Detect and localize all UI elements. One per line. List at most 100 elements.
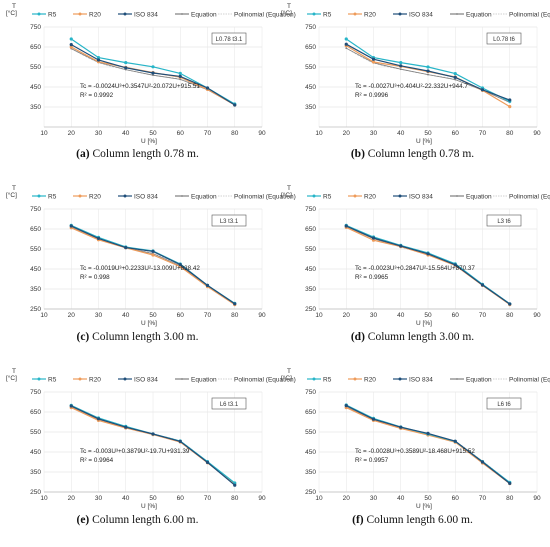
data-point: [399, 61, 403, 65]
data-point: [344, 42, 348, 46]
legend-label: Equation: [191, 376, 217, 383]
chart-svg: 250 350 450 550 650 750 10 20 30 40 50 60 70 80 90 T[°C…: [281, 185, 550, 327]
panel-letter: (f): [352, 514, 364, 526]
x-axis-label: U [%]: [416, 320, 432, 327]
data-point: [96, 58, 101, 62]
panel-id-label: L3 t6: [497, 219, 511, 225]
y-tick-label: 750: [30, 206, 41, 213]
legend-marker: [456, 195, 458, 197]
data-point: [508, 481, 512, 485]
x-tick-label: 50: [149, 130, 157, 137]
panel-letter: (c): [76, 331, 90, 343]
data-point: [151, 432, 155, 436]
y-tick-label: 450: [30, 449, 41, 456]
data-point: [69, 37, 73, 41]
x-tick-label: 90: [258, 312, 266, 319]
y-tick-label: 350: [30, 469, 41, 476]
data-point: [69, 45, 73, 49]
panel-caption-text: Column length 3.00 m.: [89, 331, 199, 343]
legend-label: R5: [323, 193, 332, 200]
x-tick-label: 50: [149, 495, 157, 502]
data-point: [480, 88, 485, 92]
data-point: [453, 72, 457, 76]
y-tick-label: 550: [30, 246, 41, 253]
legend-label: Polinomial (Equation): [509, 193, 550, 200]
legend-marker: [123, 377, 127, 381]
legend-label: Polinomial (Equation): [234, 11, 296, 18]
data-point: [399, 244, 403, 248]
legend-label: ISO 834: [134, 376, 158, 383]
x-tick-label: 50: [424, 312, 432, 319]
data-point: [426, 252, 430, 256]
y-tick-label: 350: [305, 286, 316, 293]
legend-label: R5: [323, 11, 332, 18]
legend-label: R20: [364, 376, 376, 383]
legend-label: R20: [364, 193, 376, 200]
y-tick-label: 650: [305, 44, 316, 51]
legend-marker: [181, 195, 183, 197]
x-tick-label: 80: [506, 495, 514, 502]
x-tick-label: 30: [95, 312, 103, 319]
legend-label: Equation: [191, 11, 217, 18]
x-axis-label: U [%]: [141, 503, 157, 510]
x-tick-label: 60: [452, 495, 460, 502]
x-tick-label: 60: [177, 312, 185, 319]
data-point: [233, 103, 237, 107]
chart-panel: 250 350 450 550 650 750 10 20 30 40 50 60 70 80 90 T [°C…: [275, 182, 550, 340]
data-point: [371, 417, 376, 421]
legend-label: Polinomial (Equation): [509, 376, 550, 383]
x-axis-label: U [%]: [141, 320, 157, 327]
data-point: [399, 64, 403, 68]
x-tick-label: 20: [68, 130, 76, 137]
x-tick-label: 20: [68, 495, 76, 502]
panel-caption: (a) Column length 0.78 m.: [0, 148, 275, 160]
x-tick-label: 40: [397, 495, 405, 502]
data-point: [205, 283, 210, 287]
data-point: [454, 78, 457, 81]
legend-label: ISO 834: [409, 376, 433, 383]
chart-panel: 250 350 450 550 650 750 10 20 30 40 50 60 70 80 90 T [°C…: [0, 365, 296, 523]
data-point: [69, 43, 73, 47]
x-tick-label: 60: [177, 130, 185, 137]
panel-id-label: L6 t6: [497, 402, 511, 408]
y-axis-label: T: [287, 3, 291, 10]
panel-id-box: [486, 397, 522, 410]
data-point: [344, 224, 348, 228]
r-squared-text: R² = 0.9965: [355, 274, 389, 281]
data-point: [178, 439, 182, 443]
y-tick-label: 650: [30, 44, 41, 51]
data-point: [508, 105, 512, 109]
x-tick-label: 60: [452, 312, 460, 319]
y-tick-label: 750: [305, 389, 316, 396]
data-point: [426, 69, 430, 73]
x-tick-label: 10: [315, 312, 323, 319]
y-tick-label: 350: [305, 104, 316, 111]
data-point: [178, 71, 182, 75]
x-tick-label: 50: [424, 495, 432, 502]
r-squared-text: R² = 0.9992: [80, 92, 114, 99]
legend-label: Polinomial (Equation): [509, 11, 550, 18]
y-tick-label: 350: [30, 104, 41, 111]
panel-caption: (d) Column length 3.00 m.: [275, 331, 550, 343]
y-tick-label: 250: [30, 306, 41, 313]
y-tick-label: 750: [305, 24, 316, 31]
x-tick-label: 80: [231, 495, 239, 502]
data-point: [426, 65, 430, 69]
data-point: [344, 404, 348, 408]
y-tick-label: 550: [30, 429, 41, 436]
panel-caption-text: Column length 6.00 m.: [89, 514, 199, 526]
legend-label: Equation: [191, 193, 217, 200]
panel-id-label: L3 t3.1: [220, 219, 239, 225]
legend-marker: [353, 12, 357, 16]
r-squared-text: R² = 0.9996: [355, 92, 389, 99]
panel-id-box: [486, 214, 522, 227]
x-axis-label: U [%]: [416, 138, 432, 145]
legend-label: Polinomial (Equation): [234, 193, 296, 200]
equation-text: Tc = -0.0028U³+0.3589U²-18.468U+915.52: [355, 448, 475, 455]
data-point: [179, 78, 182, 81]
equation-text: Tc = -0.0019U³+0.2233U²-13.009U+838.42: [80, 265, 200, 272]
x-tick-label: 70: [479, 130, 487, 137]
panel-id-label: L0.78 t6: [493, 37, 515, 43]
y-tick-label: 650: [305, 226, 316, 233]
